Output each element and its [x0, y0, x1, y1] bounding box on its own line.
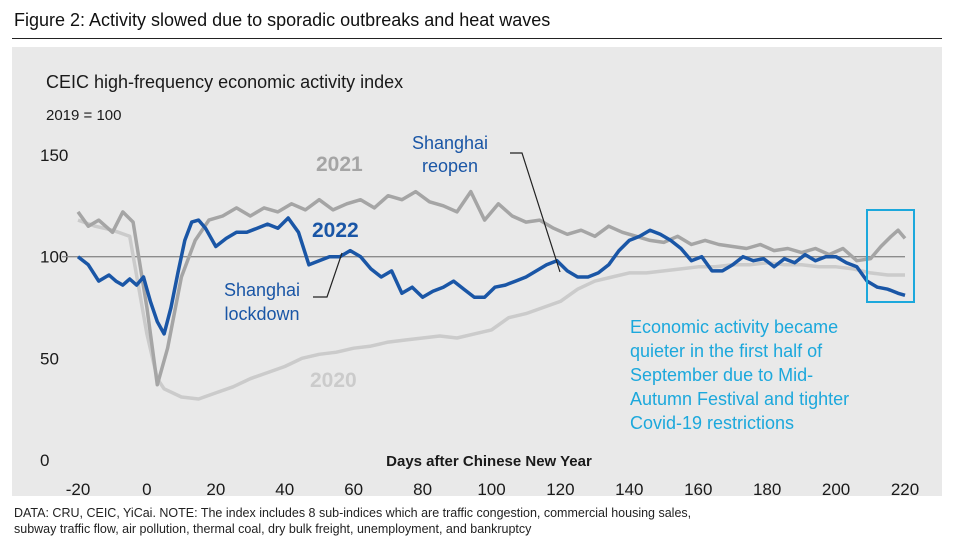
source-note: DATA: CRU, CEIC, YiCai. NOTE: The index …	[14, 505, 944, 537]
lockdown-line2: lockdown	[224, 304, 299, 324]
x-tick-label: 120	[546, 480, 574, 499]
y-axis: 0 50 100 150	[40, 146, 68, 470]
note-line5: Covid-19 restrictions	[630, 413, 794, 433]
x-axis: -20 0 20 40 60 80 100 120 140 160 180 200 220	[66, 480, 919, 499]
x-tick-label: 220	[891, 480, 919, 499]
x-tick-label: 180	[753, 480, 781, 499]
label-2022: 2022	[312, 219, 359, 242]
highlight-box	[866, 209, 915, 303]
x-tick-label: 160	[684, 480, 712, 499]
lockdown-leader-line	[313, 252, 343, 298]
note-line2: quieter in the first half of	[630, 341, 823, 361]
label-2021: 2021	[316, 153, 363, 176]
chart-title: CEIC high-frequency economic activity in…	[46, 72, 403, 92]
y-tick-label: 100	[40, 248, 68, 267]
reopen-leader-line	[510, 152, 561, 273]
annotation-shanghai-reopen: Shanghai reopen	[412, 133, 561, 273]
annotation-shanghai-lockdown: Shanghai lockdown	[224, 252, 343, 324]
x-tick-label: 40	[275, 480, 294, 499]
series-2021-line	[76, 189, 907, 387]
y-tick-label: 150	[40, 146, 68, 165]
x-tick-label: 100	[477, 480, 505, 499]
reopen-line1: Shanghai	[412, 133, 488, 153]
x-tick-label: 0	[142, 480, 151, 499]
reopen-line2: reopen	[422, 156, 478, 176]
x-axis-title: Days after Chinese New Year	[386, 453, 592, 470]
activity-index-chart: CEIC high-frequency economic activity in…	[40, 72, 919, 499]
note-line4: Autumn Festival and tighter	[630, 389, 849, 409]
figure-title: Figure 2: Activity slowed due to sporadi…	[14, 10, 551, 30]
highlight-note: Economic activity became quieter in the …	[630, 317, 849, 433]
source-note-line2: subway traffic flow, air pollution, ther…	[14, 522, 532, 536]
source-note-line1: DATA: CRU, CEIC, YiCai. NOTE: The index …	[14, 506, 692, 520]
series-2020-line	[77, 218, 905, 401]
x-tick-label: 60	[344, 480, 363, 499]
lockdown-line1: Shanghai	[224, 280, 300, 300]
title-divider	[12, 38, 942, 39]
x-tick-label: 140	[615, 480, 643, 499]
note-line3: September due to Mid-	[630, 365, 813, 385]
x-tick-label: 80	[413, 480, 432, 499]
y-tick-label: 0	[40, 451, 49, 470]
chart-subtitle: 2019 = 100	[46, 107, 122, 124]
x-tick-label: 20	[206, 480, 225, 499]
x-tick-label: 200	[822, 480, 850, 499]
label-2020: 2020	[310, 369, 357, 392]
x-tick-label: -20	[66, 480, 91, 499]
y-tick-label: 50	[40, 349, 59, 368]
series-2022-line	[76, 216, 906, 336]
note-line1: Economic activity became	[630, 317, 838, 337]
chart-background	[12, 47, 942, 496]
